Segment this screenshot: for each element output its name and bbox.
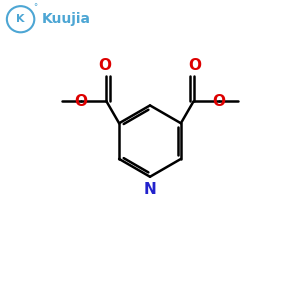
Text: O: O: [188, 58, 202, 73]
Text: O: O: [98, 58, 112, 73]
Text: O: O: [75, 94, 88, 109]
Text: O: O: [212, 94, 225, 109]
Text: N: N: [144, 182, 156, 197]
